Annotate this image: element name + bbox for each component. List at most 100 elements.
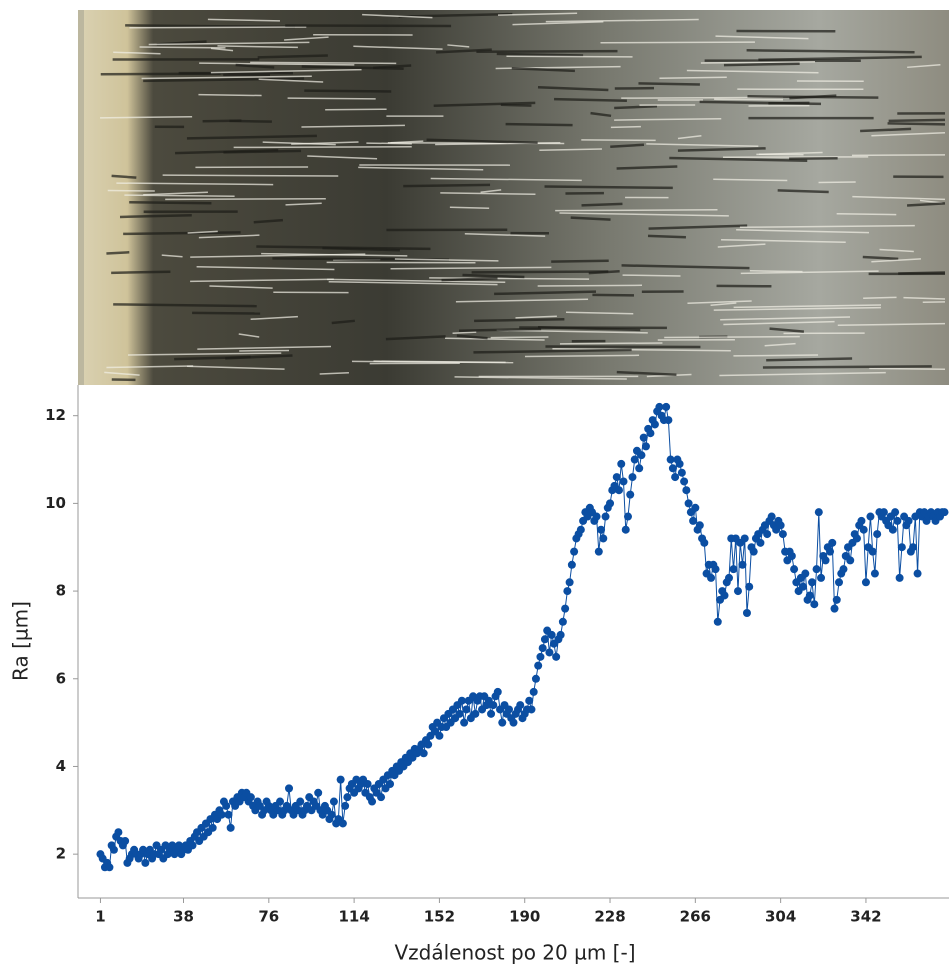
data-point	[536, 653, 544, 661]
photo-streak	[288, 98, 376, 99]
data-point	[227, 824, 235, 832]
data-point	[743, 609, 751, 617]
data-point	[532, 675, 540, 683]
data-point	[456, 710, 464, 718]
data-point	[494, 688, 502, 696]
data-point	[602, 513, 610, 521]
photo-streak	[611, 127, 641, 128]
photo-streak	[863, 297, 896, 298]
photo-streak	[450, 207, 489, 208]
y-tick-label: 8	[56, 582, 66, 600]
data-point	[498, 719, 506, 727]
data-point	[624, 513, 632, 521]
data-point	[105, 863, 113, 871]
photo-streak	[497, 54, 583, 56]
data-point	[914, 570, 922, 578]
data-point	[188, 841, 196, 849]
photo-streak	[325, 109, 386, 110]
data-point	[613, 473, 621, 481]
photo-streak	[555, 210, 717, 211]
y-tick-label: 6	[56, 669, 66, 687]
photo-streak	[223, 151, 301, 153]
photo-streak	[163, 175, 339, 176]
data-point	[314, 789, 322, 797]
data-point	[801, 570, 809, 578]
chart: Ra [µm] Vzdálenost po 20 µm [-] 24681012…	[0, 0, 949, 970]
photo-streak	[501, 105, 532, 106]
x-tick-label: 304	[765, 908, 796, 926]
data-point	[368, 798, 376, 806]
data-point	[835, 578, 843, 586]
data-point	[750, 548, 758, 556]
data-point	[707, 574, 715, 582]
data-point	[570, 548, 578, 556]
photo-streak	[304, 91, 391, 92]
photo-streak	[108, 190, 155, 191]
data-point	[527, 705, 535, 713]
photo-streak	[192, 313, 260, 314]
photo-streak	[506, 124, 573, 125]
x-axis-title: Vzdálenost po 20 µm [-]	[394, 941, 635, 965]
data-point	[646, 429, 654, 437]
data-point	[817, 574, 825, 582]
data-point	[339, 819, 347, 827]
photo-streak	[888, 123, 945, 124]
data-point	[121, 837, 129, 845]
data-point	[510, 719, 518, 727]
x-tick-label: 152	[424, 908, 455, 926]
data-point	[330, 798, 338, 806]
data-point	[788, 552, 796, 560]
data-point	[462, 705, 470, 713]
data-point	[552, 653, 560, 661]
data-point	[729, 565, 737, 573]
photo-streak	[551, 261, 609, 262]
data-point	[545, 648, 553, 656]
photo-streak	[648, 236, 686, 237]
data-point	[597, 526, 605, 534]
photo-streak	[229, 121, 271, 122]
data-point	[577, 526, 585, 534]
data-point	[386, 780, 394, 788]
data-point	[669, 464, 677, 472]
data-point	[559, 618, 567, 626]
data-point	[541, 635, 549, 643]
data-point	[815, 508, 823, 516]
data-point	[642, 442, 650, 450]
data-point	[799, 583, 807, 591]
data-point	[651, 420, 659, 428]
photo-streak	[120, 215, 192, 217]
x-tick-label: 266	[680, 908, 711, 926]
data-point	[941, 508, 949, 516]
data-point	[276, 798, 284, 806]
data-point	[891, 508, 899, 516]
photo-streak	[111, 272, 170, 273]
y-tick-label: 2	[56, 845, 66, 863]
data-point	[337, 776, 345, 784]
x-tick-label: 228	[594, 908, 625, 926]
photo-streak	[724, 64, 800, 65]
data-point	[328, 811, 336, 819]
photo-streak	[198, 95, 261, 96]
data-point	[777, 521, 785, 529]
data-point	[516, 701, 524, 709]
data-point	[712, 565, 720, 573]
data-point	[873, 530, 881, 538]
data-point	[857, 517, 865, 525]
photo-streak	[403, 185, 490, 186]
data-point	[296, 798, 304, 806]
data-point	[828, 539, 836, 547]
data-point	[209, 824, 217, 832]
photo-streak	[474, 319, 564, 321]
y-tick-label: 12	[45, 406, 66, 424]
data-point	[680, 477, 688, 485]
photo-streak	[614, 106, 657, 108]
data-point	[599, 534, 607, 542]
photo-streak	[664, 337, 800, 338]
data-point	[141, 859, 149, 867]
photo-streak	[763, 366, 932, 367]
photo-streak	[239, 350, 289, 351]
photo-streak	[747, 96, 878, 97]
x-tick-label: 114	[338, 908, 369, 926]
y-axis-title: Ra [µm]	[9, 601, 33, 681]
data-point	[893, 517, 901, 525]
